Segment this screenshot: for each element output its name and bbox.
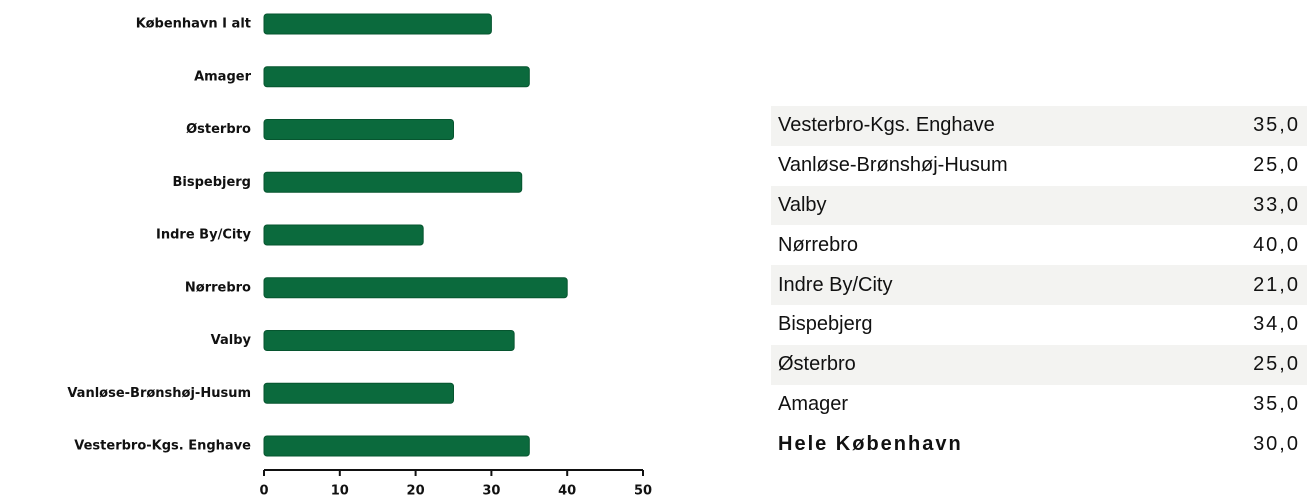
- bar: [263, 119, 454, 140]
- x-tick-label: 20: [407, 484, 425, 499]
- x-tick-label: 10: [331, 484, 349, 499]
- bar: [263, 66, 530, 88]
- name-cell: Vanløse-Brønshøj-Husum: [778, 154, 1008, 177]
- bar: [263, 330, 515, 351]
- y-tick-label: Nørrebro: [185, 280, 251, 295]
- value-cell: 35,0: [1253, 114, 1300, 137]
- chart: København I alt Amager Østerbro Bispebjerg I…: [67, 13, 652, 499]
- y-tick-label: Østerbro: [186, 122, 251, 137]
- value-cell: 35,0: [1253, 392, 1300, 415]
- x-tick-label: 0: [259, 484, 268, 499]
- table-row: Østerbro 25,0: [771, 344, 1307, 385]
- name-cell: Bispebjerg: [778, 313, 873, 336]
- y-tick-label: Vanløse-Brønshøj-Husum: [67, 386, 251, 401]
- value-cell: 25,0: [1253, 154, 1300, 177]
- bar: [263, 224, 424, 246]
- value-cell: 30,0: [1253, 432, 1300, 455]
- x-tick-label: 40: [558, 484, 576, 499]
- y-tick-label: Valby: [211, 333, 252, 348]
- data-table: Vesterbro-Kgs. Enghave 35,0 Vanløse-Brønsh…: [771, 106, 1307, 465]
- y-tick-label: Amager: [194, 69, 252, 84]
- table-row: Nørrebro 40,0: [771, 225, 1307, 265]
- bar: [263, 171, 523, 193]
- y-tick-label: Indre By/City: [156, 228, 251, 243]
- y-tick-label: København I alt: [136, 17, 251, 32]
- table-row: Vesterbro-Kgs. Enghave 35,0: [771, 106, 1307, 146]
- name-cell: Indre By/City: [778, 273, 893, 296]
- bar: [263, 435, 530, 457]
- bar: [263, 13, 492, 35]
- y-tick-label: Vesterbro-Kgs. Enghave: [74, 439, 251, 454]
- value-cell: 25,0: [1253, 353, 1300, 376]
- x-tick-label: 30: [482, 484, 500, 499]
- bar: [263, 277, 568, 299]
- name-cell: Valby: [778, 193, 827, 216]
- name-cell: Nørrebro: [778, 233, 859, 256]
- value-cell: 33,0: [1253, 193, 1300, 216]
- name-cell: Østerbro: [778, 353, 856, 376]
- bar: [263, 382, 454, 404]
- x-tick-label: 50: [634, 484, 652, 499]
- name-cell: Amager: [778, 392, 849, 415]
- table-row: Hele København 30,0: [771, 424, 1307, 465]
- name-cell: Vesterbro-Kgs. Enghave: [778, 114, 995, 137]
- value-cell: 40,0: [1253, 233, 1300, 256]
- table-row: Valby 33,0: [771, 185, 1307, 226]
- table-row: Amager 35,0: [771, 385, 1307, 425]
- name-cell: Hele København: [778, 432, 963, 455]
- value-cell: 34,0: [1253, 313, 1300, 336]
- table-row: Indre By/City 21,0: [771, 265, 1307, 305]
- value-cell: 21,0: [1253, 273, 1300, 296]
- table-row: Vanløse-Brønshøj-Husum 25,0: [771, 146, 1307, 186]
- y-tick-label: Bispebjerg: [172, 175, 251, 190]
- table-row: Bispebjerg 34,0: [771, 305, 1307, 345]
